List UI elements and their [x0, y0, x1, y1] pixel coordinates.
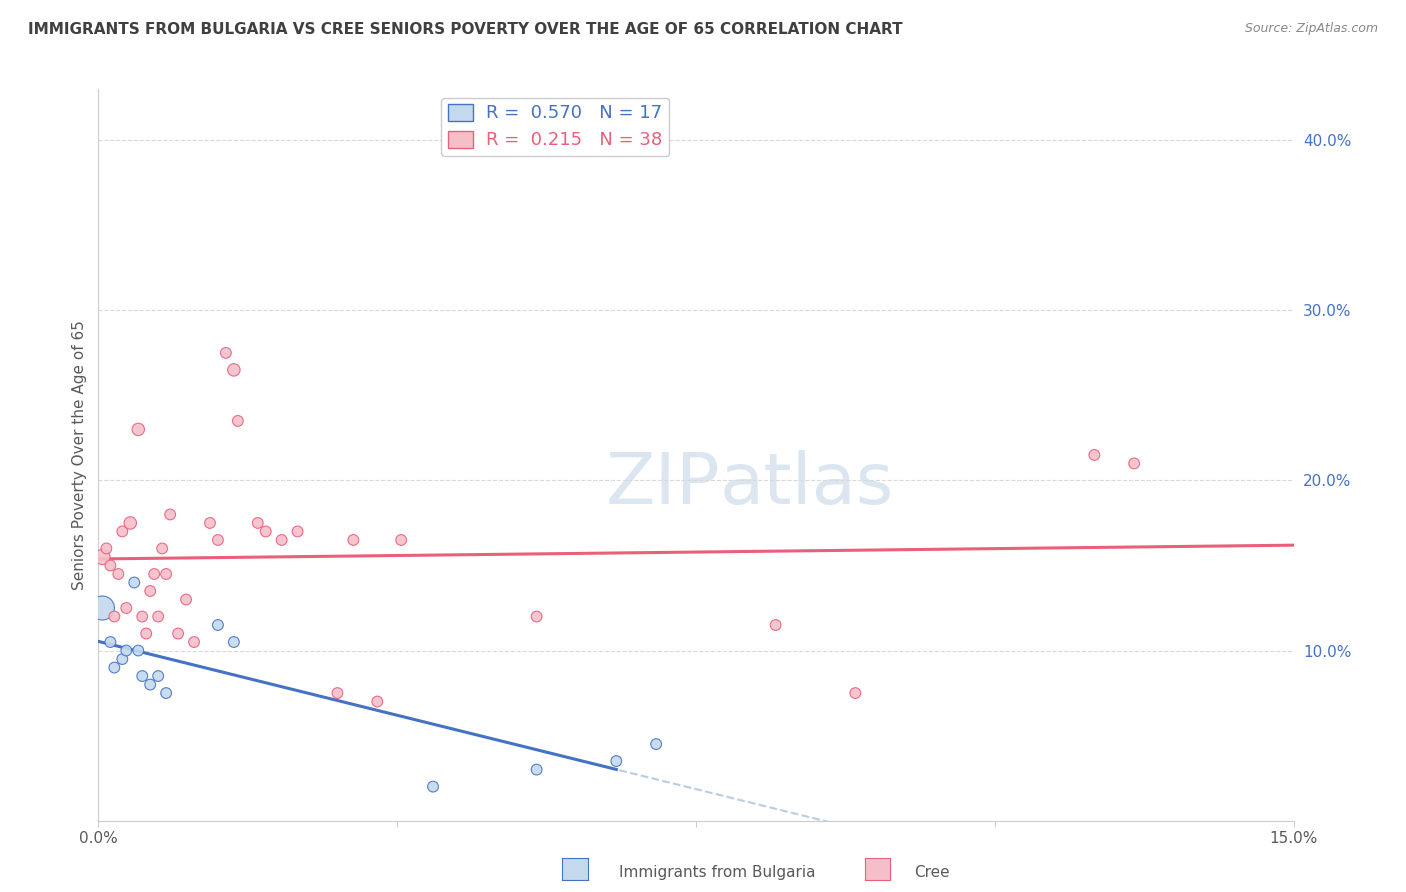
Point [270, 533, 292, 547]
Legend: R =  0.570   N = 17, R =  0.215   N = 38: R = 0.570 N = 17, R = 0.215 N = 38 [441, 97, 669, 155]
Point [139, 677, 162, 691]
Point [148, 669, 170, 683]
Point [183, 635, 205, 649]
Point [98, 635, 122, 649]
Point [135, 626, 157, 640]
Point [526, 609, 548, 624]
Point [150, 541, 173, 556]
Point [1123, 457, 1146, 471]
Point [366, 695, 388, 709]
Point [120, 516, 142, 530]
Point [287, 524, 309, 539]
Point [198, 516, 221, 530]
Point [155, 566, 177, 581]
Point [605, 754, 627, 768]
Point [765, 618, 787, 632]
Point [174, 592, 197, 607]
Point [131, 609, 153, 624]
Point [1083, 448, 1105, 462]
Point [167, 626, 190, 640]
Y-axis label: Seniors Poverty Over the Age of 65: Seniors Poverty Over the Age of 65 [72, 320, 87, 590]
Point [111, 524, 134, 539]
Point [127, 643, 149, 657]
Text: Immigrants from Bulgaria: Immigrants from Bulgaria [619, 865, 815, 880]
Point [155, 686, 177, 700]
Text: Source: ZipAtlas.com: Source: ZipAtlas.com [1244, 22, 1378, 36]
Point [207, 618, 229, 632]
Point [107, 566, 129, 581]
Point [139, 584, 162, 599]
Point [127, 422, 149, 436]
Point [389, 533, 412, 547]
Point [526, 763, 548, 777]
Point [111, 652, 134, 666]
Point [844, 686, 866, 700]
Point [96, 541, 118, 556]
Text: atlas: atlas [720, 450, 894, 518]
Point [342, 533, 364, 547]
Text: ZIP: ZIP [606, 450, 720, 518]
Point [148, 609, 170, 624]
Point [91, 549, 114, 564]
Point [159, 508, 181, 522]
Point [103, 609, 125, 624]
Text: IMMIGRANTS FROM BULGARIA VS CREE SENIORS POVERTY OVER THE AGE OF 65 CORRELATION : IMMIGRANTS FROM BULGARIA VS CREE SENIORS… [28, 22, 903, 37]
Point [222, 363, 245, 377]
Point [124, 575, 146, 590]
Point [422, 780, 444, 794]
Point [215, 346, 238, 360]
Point [645, 737, 668, 751]
Point [254, 524, 277, 539]
Point [326, 686, 349, 700]
Point [98, 558, 122, 573]
Point [226, 414, 249, 428]
Point [115, 601, 138, 615]
Point [246, 516, 269, 530]
Text: Cree: Cree [914, 865, 949, 880]
Point [143, 566, 166, 581]
Point [131, 669, 153, 683]
Point [103, 660, 125, 674]
Point [115, 643, 138, 657]
Point [222, 635, 245, 649]
Point [91, 601, 114, 615]
Point [207, 533, 229, 547]
